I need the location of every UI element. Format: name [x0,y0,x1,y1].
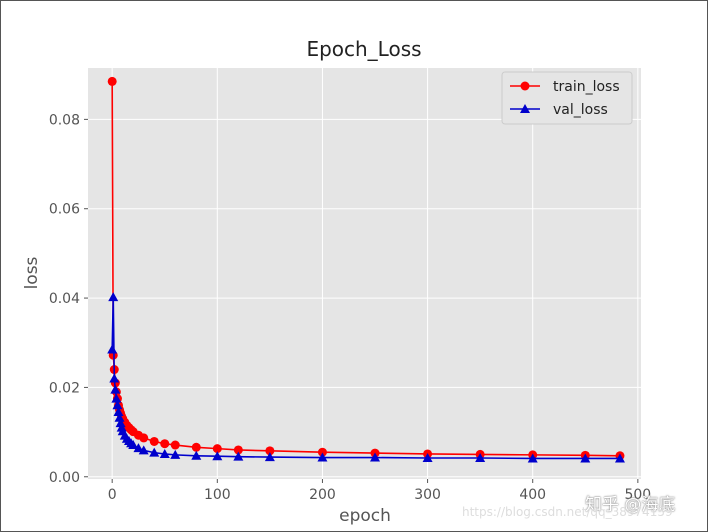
data-point-train_loss [212,444,222,454]
data-point-val_loss [112,400,123,410]
data-point-val_loss [133,443,144,453]
series-layer [107,76,625,463]
x-tick-label: 300 [414,487,441,503]
data-point-val_loss [191,450,202,460]
grid-lines [88,68,641,479]
y-axis-label: loss [22,256,42,289]
data-point-train_loss [265,446,275,456]
data-point-val_loss [580,453,591,463]
data-point-val_loss [159,448,170,458]
data-point-val_loss [317,452,328,462]
legend: train_loss val_loss [501,71,633,125]
data-point-val_loss [128,440,139,450]
data-point-val_loss [614,453,625,463]
data-point-train_loss [160,439,170,449]
y-tick-label: 0.08 [49,112,80,128]
data-point-val_loss [111,393,122,403]
legend-train-label: train_loss [553,79,620,95]
x-tick-label: 200 [309,487,336,503]
data-point-val_loss [264,452,275,462]
data-point-val_loss [108,292,119,302]
data-point-train_loss [139,433,149,443]
y-tick-label: 0.04 [49,291,80,307]
x-tick-label: 0 [108,487,117,503]
legend-val-marker [520,104,530,113]
data-point-train_loss [170,440,180,450]
data-point-val_loss [233,451,244,461]
y-tick-label: 0.06 [49,202,80,218]
axis-ticks: 0 100 200 300 400 500 0.00 0.02 0.04 0.06 0.08 [49,112,651,503]
x-tick-label: 500 [624,487,651,503]
series-val_loss [107,292,625,463]
data-point-val_loss [109,373,120,383]
data-point-train_loss [233,445,243,455]
y-tick-label: 0.02 [49,380,80,396]
data-point-val_loss [475,453,486,463]
data-point-val_loss [107,344,118,354]
data-point-train_loss [191,442,201,452]
data-point-val_loss [110,384,121,394]
data-point-val_loss [149,447,160,457]
legend-train-marker [520,81,530,91]
data-point-val_loss [212,451,223,461]
legend-val-label: val_loss [553,102,608,118]
data-point-val_loss [170,449,181,459]
chart-title: Epoch_Loss [306,37,421,61]
data-point-train_loss [107,76,117,86]
watermark-csdn: https://blog.csdn.net/qq_38974159 [462,505,673,519]
legend-box [501,71,633,125]
data-point-val_loss [138,445,149,455]
data-point-val_loss [113,406,124,416]
x-tick-label: 400 [519,487,546,503]
data-point-val_loss [370,452,381,462]
y-tick-label: 0.00 [49,470,80,486]
data-point-val_loss [114,412,125,422]
data-point-val_loss [115,418,126,428]
watermark-zhihu: 知乎 @海底 [585,495,676,515]
data-point-val_loss [422,453,433,463]
x-axis-label: epoch [339,506,391,526]
data-point-val_loss [527,453,538,463]
x-tick-label: 100 [204,487,231,503]
data-point-train_loss [149,436,159,446]
data-point-train_loss [317,447,327,457]
plot-background [88,68,641,479]
